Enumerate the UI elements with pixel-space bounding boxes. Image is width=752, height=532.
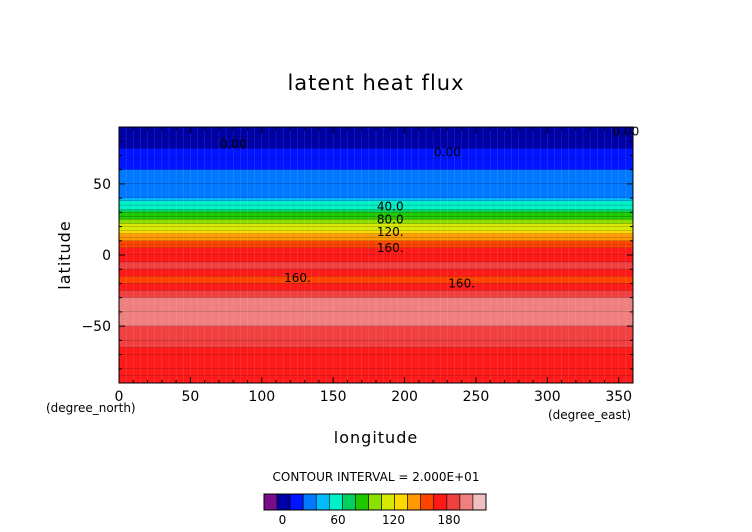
plot-area [119, 127, 633, 383]
colorbar-swatch [394, 493, 408, 511]
heatmap-band [119, 276, 633, 285]
heatmap-band [119, 262, 633, 270]
heatmap-band [119, 247, 633, 256]
heatmap-band [119, 237, 633, 242]
colorbar-swatch [342, 493, 356, 511]
colorbar-swatch [420, 493, 435, 511]
colorbar-tick-label: 60 [330, 513, 345, 527]
heatmap-band [119, 223, 633, 228]
x-tick-label: 150 [320, 389, 347, 405]
contour-label: 160. [448, 276, 475, 290]
colorbar-swatch [302, 493, 317, 511]
x-tick-label: 0 [115, 389, 124, 405]
heatmap-band [119, 240, 633, 246]
contour-label: 120. [377, 225, 404, 239]
contour-label: 0.00 [613, 124, 640, 138]
heatmap-band [119, 283, 633, 292]
heatmap-band [119, 200, 633, 206]
contour-label: 160. [377, 241, 404, 255]
heatmap-band [119, 183, 633, 199]
heatmap-band [119, 255, 633, 263]
y-axis-label: latitude [55, 220, 74, 289]
colorbar-swatch [433, 493, 448, 511]
heatmap-band [119, 209, 633, 213]
x-axis: 0 50 100 150 200 250 300 350 [115, 127, 632, 405]
heatmap-band [119, 354, 633, 370]
y-tick-label: 0 [102, 248, 111, 264]
heatmap-band [119, 226, 633, 232]
contour-label: 0.00 [220, 137, 247, 151]
colorbar-swatch [276, 493, 291, 511]
colorbar-tick-label: 180 [438, 513, 461, 527]
heatmap-band [119, 158, 633, 171]
colorbar-swatch [381, 493, 395, 511]
heatmap-band [119, 136, 633, 149]
y-tick-label: 50 [93, 177, 111, 193]
heatmap-band [119, 216, 633, 221]
x-tick-label: 300 [534, 389, 561, 405]
heatmap-band [119, 269, 633, 277]
heatmap-band [119, 148, 633, 159]
heatmap-band [119, 347, 633, 356]
x-axis-label: longitude [334, 428, 418, 447]
x-tick-label: 50 [181, 389, 199, 405]
colorbar-swatch [289, 493, 304, 511]
x-unit-label: (degree_east) [548, 408, 631, 422]
contour-label: 40.0 [377, 200, 404, 214]
heatmap-band [119, 368, 633, 377]
heatmap-band [119, 205, 633, 211]
contour-label: 0.00 [434, 146, 461, 160]
heatmap-band [119, 290, 633, 299]
heatmap-band [119, 311, 633, 327]
heatmap-band [119, 233, 633, 239]
y-axis: 50 0 −50 [81, 140, 633, 370]
y-unit-label: (degree_north) [46, 401, 136, 415]
colorbar-frame [263, 493, 487, 511]
colorbar-swatch [355, 493, 369, 511]
colorbar-swatch [368, 493, 382, 511]
x-tick-label: 250 [463, 389, 490, 405]
heatmap-band [119, 219, 633, 225]
colorbar-tick-label: 120 [382, 513, 405, 527]
chart-title: latent heat flux [287, 71, 464, 95]
colorbar-swatch [328, 493, 343, 511]
colorbar-swatch [459, 493, 474, 511]
x-tick-label: 100 [248, 389, 275, 405]
heatmap-band [119, 297, 633, 313]
colorbar-swatch [446, 493, 461, 511]
grid-lines [119, 127, 633, 383]
heatmap-band [119, 340, 633, 349]
x-tick-label: 350 [605, 389, 632, 405]
colorbar-swatch [407, 493, 422, 511]
colorbar-swatch [472, 493, 487, 511]
heatmap-band [119, 375, 633, 383]
contour-label: 80.0 [377, 212, 404, 226]
heatmap-band [119, 198, 633, 202]
heatmap-band [119, 212, 633, 218]
y-tick-label: −50 [81, 319, 111, 335]
colorbar: 0 60 120 180 [263, 493, 487, 527]
contour-interval-label: CONTOUR INTERVAL = 2.000E+01 [273, 470, 480, 484]
contour-label: 160. [284, 271, 311, 285]
heatmap-band [119, 245, 633, 249]
colorbar-swatch [315, 493, 330, 511]
x-tick-label: 200 [391, 389, 418, 405]
heatmap-band [119, 131, 633, 138]
colorbar-tick-label: 0 [279, 513, 287, 527]
heatmap-band [119, 326, 633, 341]
heatmap-band [119, 169, 633, 185]
colorbar-swatch [263, 493, 278, 511]
heatmap-band [119, 230, 633, 235]
